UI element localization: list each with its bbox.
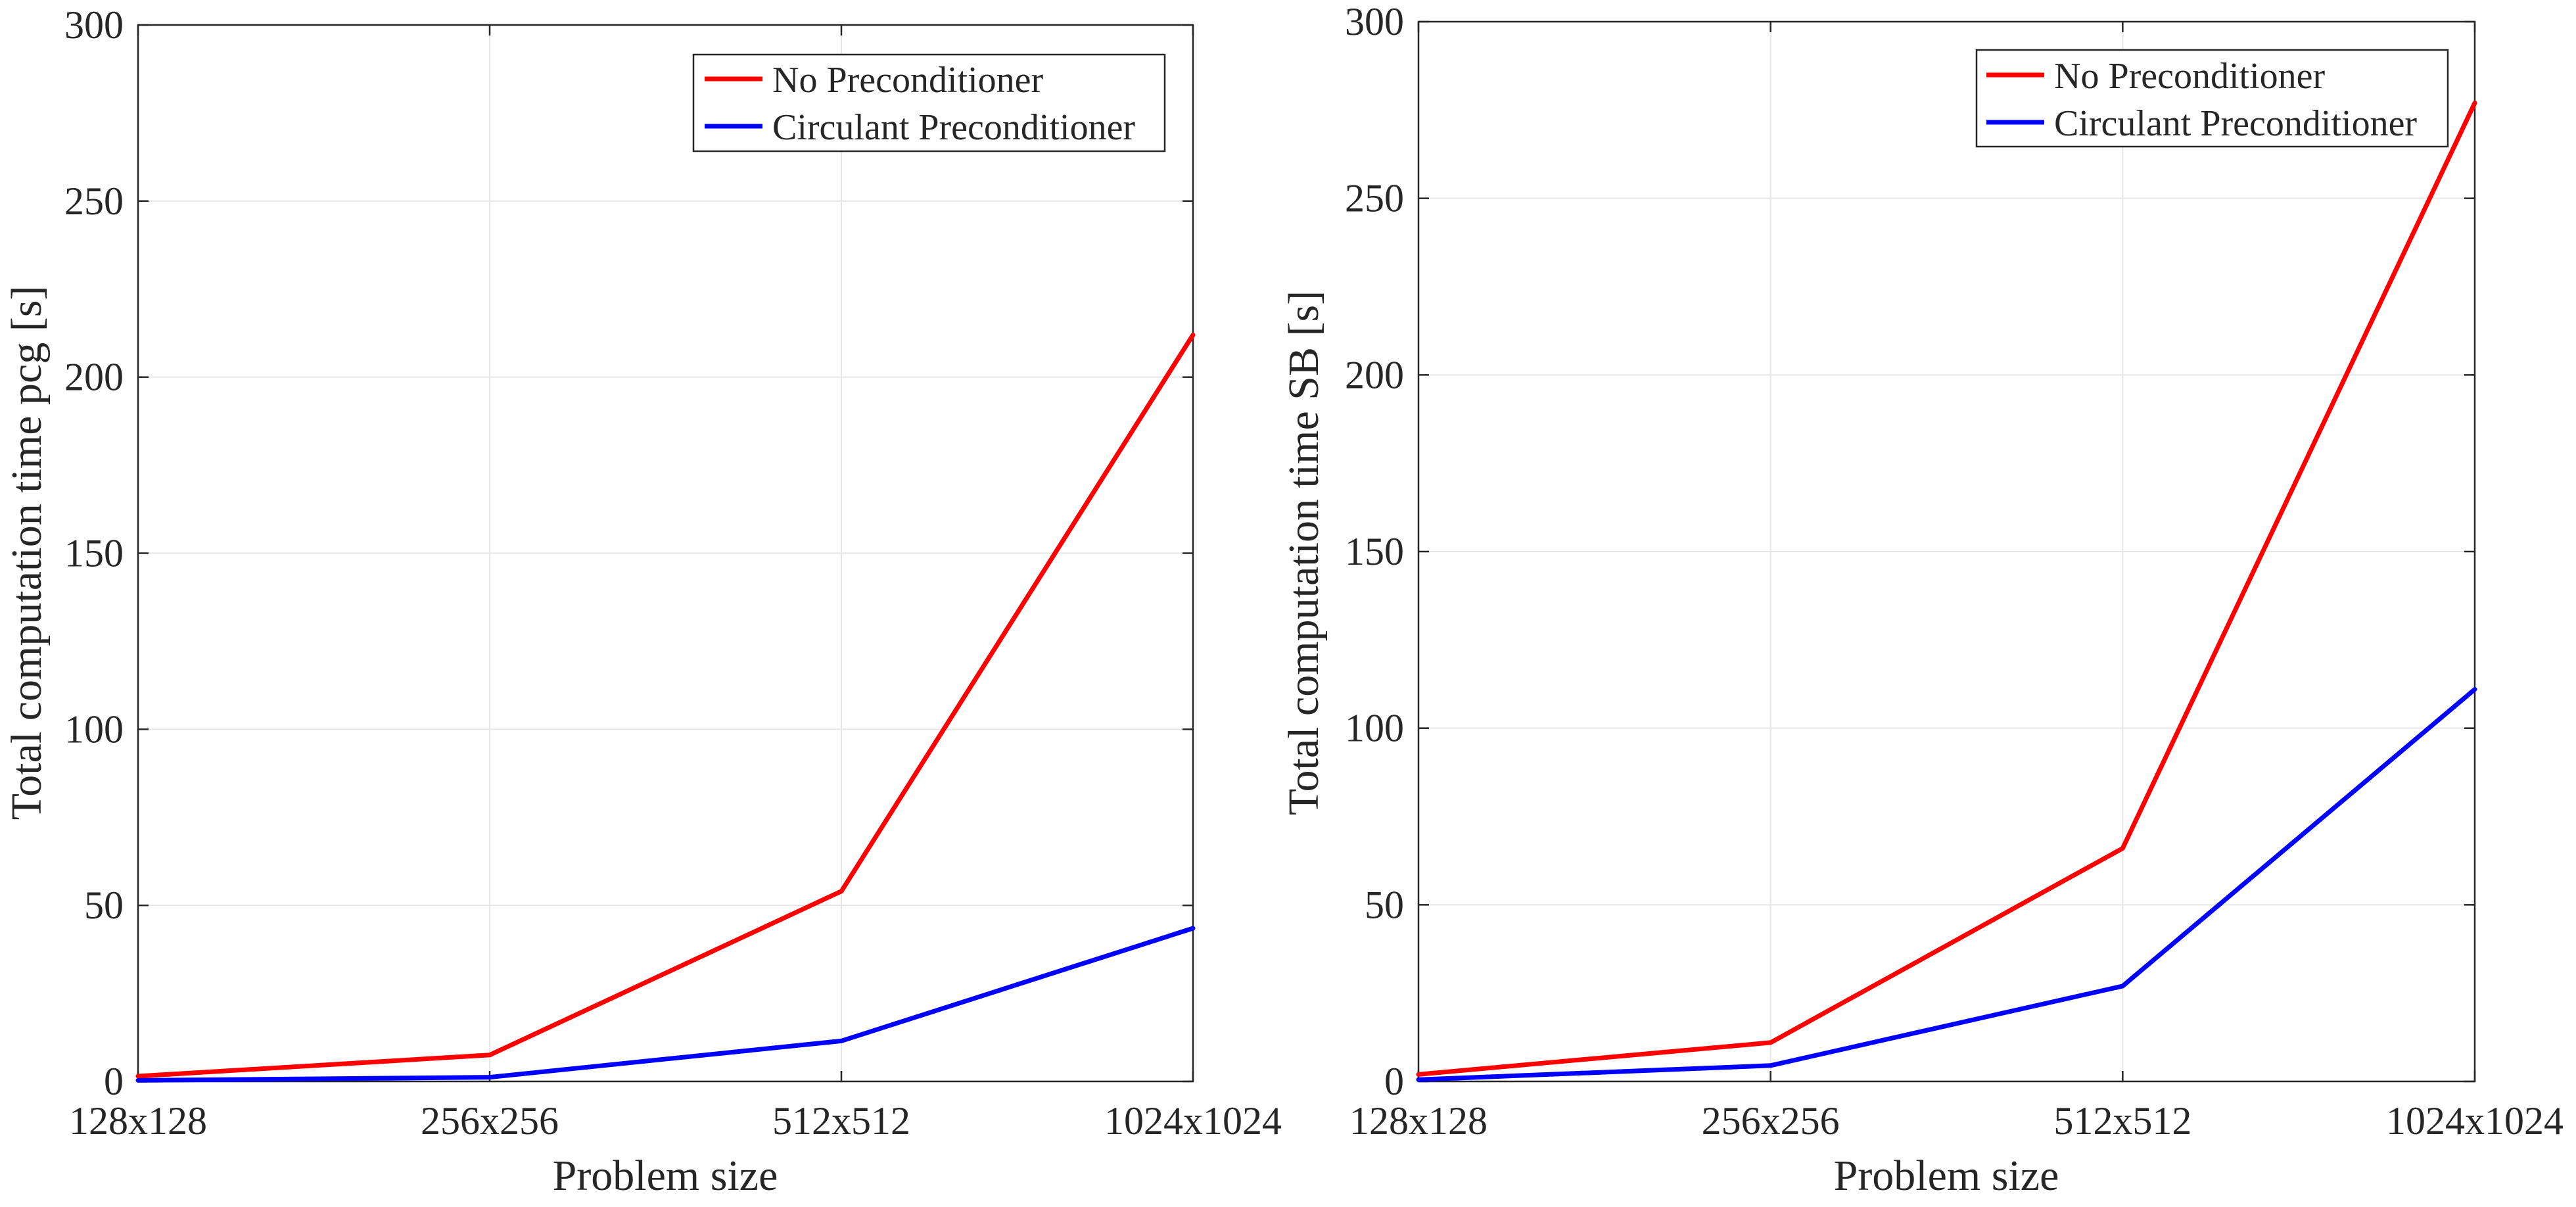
pcg-y-tick-label: 150 [64, 532, 124, 575]
pcg-legend-box [692, 53, 1166, 153]
pcg-y-tick-label: 200 [64, 356, 124, 399]
sb-x-tick-label: 1024x1024 [2386, 1099, 2564, 1143]
pcg-series [135, 332, 1196, 1083]
sb-legend-label-circulant-preconditioner: Circulant Preconditioner [2054, 103, 2417, 144]
pcg-x-tick-label: 256x256 [421, 1099, 559, 1143]
pcg-y-tick-label: 250 [64, 179, 124, 223]
pcg-legend: No Preconditioner Circulant Precondition… [692, 53, 1166, 153]
sb-y-tick-label: 300 [1345, 0, 1404, 43]
pcg-legend-label-circulant-preconditioner: Circulant Preconditioner [772, 107, 1135, 148]
sb-legend: No Preconditioner Circulant Precondition… [1975, 49, 2449, 148]
pcg-x-tick-labels: 128x128 256x256 512x512 1024x1024 [69, 1099, 1282, 1143]
sb-series [1416, 101, 2477, 1082]
pcg-y-axis-label: Total computation time pcg [s] [3, 286, 51, 820]
sb-x-axis-label: Problem size [1834, 1152, 2059, 1200]
pcg-ticks [137, 24, 1194, 1083]
sb-legend-label-no-preconditioner: No Preconditioner [2054, 56, 2325, 97]
sb-y-tick-label: 100 [1345, 707, 1404, 750]
pcg-y-tick-label: 100 [64, 707, 124, 751]
pcg-y-tick-label: 50 [84, 884, 124, 927]
pcg-y-tick-labels: 0 50 100 150 200 250 300 [64, 3, 124, 1103]
pcg-x-axis-label: Problem size [553, 1152, 778, 1200]
sb-x-tick-label: 512x512 [2053, 1099, 2191, 1143]
chart-pcg: 0 50 100 150 200 250 300 128x128 256x256 512x512… [3, 3, 1282, 1200]
pcg-series-line-circulant-preconditioner [135, 926, 1196, 1083]
chart-sb: 0 50 100 150 200 250 300 128x128 256x256 512x512… [1280, 0, 2564, 1200]
sb-series-line-no-preconditioner [1416, 101, 2477, 1077]
pcg-y-tick-label: 300 [64, 3, 124, 47]
pcg-x-tick-label: 512x512 [772, 1099, 910, 1143]
pcg-x-tick-label: 128x128 [69, 1099, 207, 1143]
pcg-y-tick-label: 0 [104, 1060, 124, 1103]
pcg-series-line-no-preconditioner [135, 332, 1196, 1079]
sb-y-tick-label: 200 [1345, 353, 1404, 396]
sb-legend-box [1975, 49, 2449, 148]
sb-x-tick-label: 128x128 [1349, 1099, 1487, 1143]
sb-y-tick-label: 0 [1384, 1060, 1404, 1103]
sb-y-tick-label: 150 [1345, 530, 1404, 573]
pcg-legend-label-no-preconditioner: No Preconditioner [772, 60, 1043, 101]
sb-x-tick-labels: 128x128 256x256 512x512 1024x1024 [1349, 1099, 2564, 1143]
sb-y-tick-label: 50 [1365, 883, 1404, 926]
sb-y-axis-label: Total computation time SB [s] [1280, 291, 1328, 815]
sb-y-tick-label: 250 [1345, 177, 1404, 220]
sb-y-tick-labels: 0 50 100 150 200 250 300 [1345, 0, 1404, 1103]
sb-series-line-circulant-preconditioner [1416, 687, 2477, 1082]
sb-x-tick-label: 256x256 [1702, 1099, 1840, 1143]
pcg-x-tick-label: 1024x1024 [1104, 1099, 1282, 1143]
